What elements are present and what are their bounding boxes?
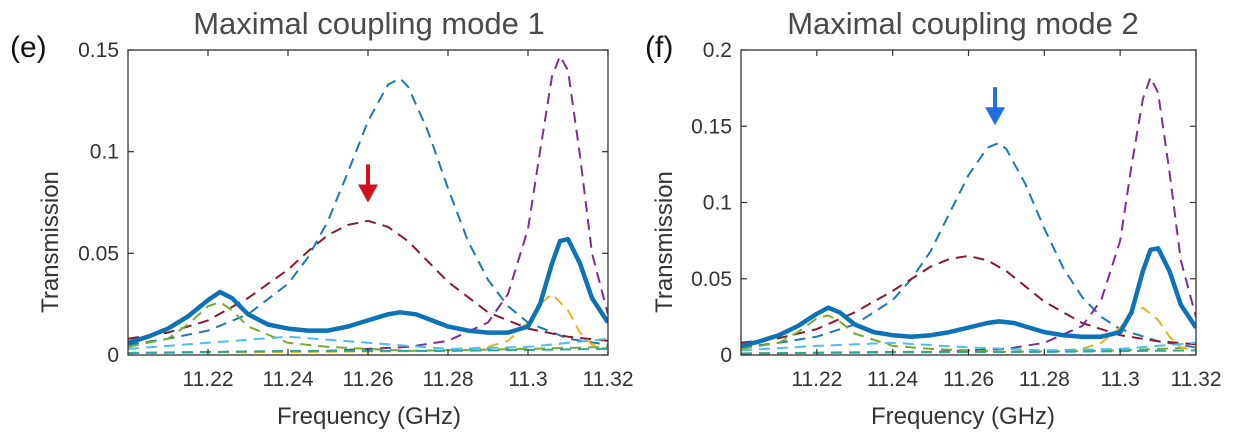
chart-panel-e: (e) Maximal coupling mode 1 Frequency (G…	[10, 6, 634, 430]
x-tick-label-f: 11.26	[943, 368, 994, 391]
x-tick-label-e: 11.26	[343, 368, 394, 391]
y-tick-label-f: 0.15	[691, 115, 732, 138]
series-line-e-3	[128, 221, 608, 341]
y-tick-label-e: 0	[107, 344, 119, 367]
y-tick-label-f: 0	[720, 344, 732, 367]
series-line-e-7	[128, 337, 608, 349]
x-tick-label-f: 11.22	[791, 368, 842, 391]
y-tick-label-e: 0.1	[90, 141, 119, 164]
x-tick-label-e: 11.22	[183, 368, 234, 391]
x-tick-label-e: 11.24	[263, 368, 314, 391]
plot-area-e: 11.22 11.24 11.26 11.28 11.3 11.32 0 0.05 0.1 0.1…	[78, 39, 633, 391]
plot-area-f: 11.22 11.24 11.26 11.28 11.3 11.32 0 0.05 0.1 0.1…	[691, 39, 1221, 391]
x-tick-label-e: 11.28	[423, 368, 474, 391]
panel-label-f: (f)	[645, 31, 673, 64]
x-axis-label-e: Frequency (GHz)	[277, 403, 461, 430]
x-tick-label-f: 11.24	[867, 368, 918, 391]
x-tick-label-f: 11.28	[1019, 368, 1070, 391]
y-axis-label-e: Transmission	[37, 171, 64, 313]
series-line-f-4	[741, 78, 1196, 354]
chart-title-e: Maximal coupling mode 1	[193, 6, 545, 41]
series-line-f-3	[741, 256, 1196, 344]
y-tick-label-f: 0.1	[703, 192, 732, 215]
panel-label-e: (e)	[10, 31, 47, 64]
chart-title-f: Maximal coupling mode 2	[787, 6, 1139, 41]
x-tick-label-e: 11.3	[508, 368, 547, 391]
x-tick-label-f: 11.32	[1171, 368, 1222, 391]
x-tick-label-e: 11.32	[583, 368, 634, 391]
y-tick-label-e: 0.05	[78, 242, 119, 265]
y-tick-label-f: 0.05	[691, 268, 732, 291]
arrow-marker-f	[985, 87, 1005, 125]
y-tick-label-e: 0.15	[78, 39, 119, 62]
x-axis-label-f: Frequency (GHz)	[871, 403, 1055, 430]
series-line-e-1	[128, 239, 608, 343]
arrow-marker-e	[358, 164, 378, 202]
axes-frame-f	[741, 50, 1196, 355]
series-line-f-1	[741, 248, 1196, 346]
y-axis-label-f: Transmission	[651, 171, 678, 313]
y-tick-label-f: 0.2	[703, 39, 732, 62]
x-tick-label-f: 11.3	[1101, 368, 1140, 391]
chart-panel-f: (f) Maximal coupling mode 2 Frequency (G…	[645, 6, 1222, 430]
